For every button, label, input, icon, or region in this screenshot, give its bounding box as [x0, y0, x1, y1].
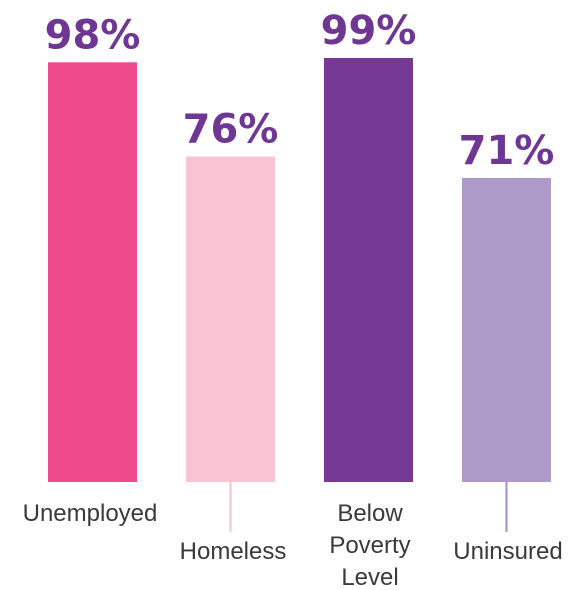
- category-label: Below Poverty Level: [329, 500, 410, 590]
- category-label-line: Level: [341, 564, 398, 590]
- value-label: 99%: [321, 8, 417, 54]
- value-label: 98%: [45, 12, 141, 58]
- bar-unemployed: [48, 62, 137, 482]
- category-label: Uninsured: [453, 538, 562, 565]
- value-label: 76%: [183, 107, 279, 153]
- category-label-line: Below: [337, 500, 403, 527]
- category-label: Unemployed: [23, 500, 158, 527]
- bar-homeless: [186, 156, 275, 482]
- category-label-line: Poverty: [329, 532, 410, 559]
- value-label: 71%: [459, 128, 555, 174]
- bar-uninsured: [462, 177, 551, 482]
- category-label-line: Homeless: [180, 538, 287, 565]
- category-label: Homeless: [180, 538, 287, 565]
- category-label-line: Uninsured: [453, 538, 562, 565]
- bar-below-poverty-level: [324, 58, 413, 482]
- category-label-line: Unemployed: [23, 500, 158, 527]
